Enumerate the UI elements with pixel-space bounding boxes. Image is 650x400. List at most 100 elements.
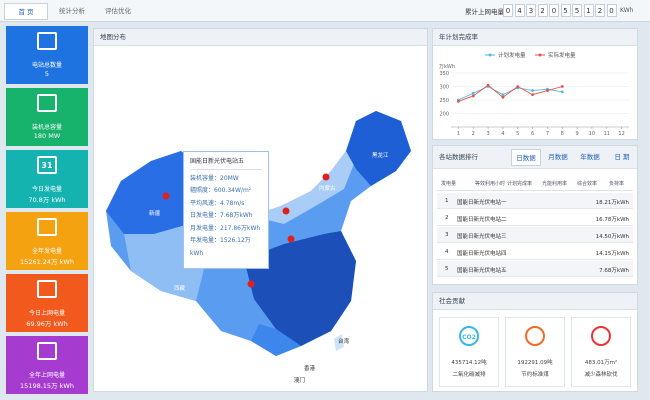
x-tick-label: 7 — [546, 131, 549, 137]
social-label: 二氧化碳减排 — [452, 372, 486, 378]
tile-icon — [37, 342, 57, 360]
tile-value: 15261.24万 kWh — [20, 258, 74, 266]
tooltip-row: 装机容量：20MW — [190, 174, 239, 182]
ranking-tab[interactable]: 年数据 — [580, 153, 600, 161]
tile-icon — [37, 32, 57, 50]
tooltip-row: 月发电量：217.86万kWh — [190, 224, 261, 232]
social-value: 192291.09吨 — [517, 360, 553, 366]
province-label: 内蒙古 — [319, 186, 336, 192]
station-value: 14.50万kWh — [595, 234, 629, 240]
x-tick-label: 12 — [618, 131, 624, 137]
ranking-tab[interactable]: 月数据 — [548, 153, 568, 161]
tooltip: 国能日新光伏电站五 装机容量：20MW 辐照度：600.34W/m² 平均风速：4.… — [183, 151, 269, 269]
tooltip-row: 日发电量：7.68万kWh — [190, 212, 253, 219]
legend-label: 计划发电量 — [498, 51, 526, 59]
x-tick-label: 8 — [561, 131, 564, 137]
ranking-panel: 各站数据排行 日数据 月数据 年数据日 期发电量 等效利用小时 计划完成率 光能利用率 综合… — [432, 145, 638, 285]
x-tick-label: 2 — [472, 131, 475, 137]
table-row — [437, 227, 633, 243]
station-value: 14.15万kWh — [595, 251, 629, 257]
x-tick-label: 10 — [589, 131, 595, 137]
legend-swatch — [488, 53, 492, 57]
data-point — [546, 89, 549, 92]
station-name: 国能日新光伏电站一 — [457, 200, 507, 206]
province-label: 西藏 — [174, 286, 186, 292]
chart-title: 年计划完成率 — [433, 29, 637, 46]
pin — [247, 280, 255, 288]
nav-tab[interactable]: 评估优化 — [105, 7, 131, 15]
counter-digit: 4 — [514, 4, 525, 17]
tile-value: 69.96万 kWh — [26, 320, 68, 328]
province-label: 台湾 — [338, 339, 350, 345]
counter-digit: 5 — [560, 4, 571, 17]
data-point — [501, 93, 505, 96]
counter-digit: 0 — [606, 4, 617, 17]
y-axis-label: 万kWh — [439, 64, 455, 70]
table-row — [437, 210, 633, 226]
nav-tab[interactable]: 首 页 — [4, 3, 48, 20]
social-panel: 社会贡献 CO2 435714.12吨 二氧化碳减排 192291.09吨 节约标准煤 4… — [432, 292, 638, 392]
tooltip-row: 平均风速：4.78m/s — [190, 199, 245, 207]
counter-digit: 1 — [583, 4, 594, 17]
counter-label: 累计上网电量 — [465, 8, 504, 16]
pins — [162, 173, 330, 288]
social-card: 192291.09吨 节约标准煤 — [505, 317, 565, 387]
tile-label: 电站总数量 — [31, 62, 62, 69]
nav-tab[interactable]: 统计分析 — [59, 7, 85, 15]
social-value: 483.01万m² — [584, 360, 618, 366]
tile-value: 5 — [44, 70, 50, 78]
data-point — [471, 91, 475, 95]
tile-value: 70.8万 kWh — [28, 196, 66, 204]
y-tick-label: 200 — [439, 112, 449, 118]
stat-tile: 电站总数量 5 — [6, 26, 88, 84]
data-point — [516, 85, 520, 88]
legend-swatch — [538, 53, 542, 57]
social-icon — [525, 326, 545, 346]
y-tick-label: 250 — [439, 98, 449, 104]
column-header: 等效利用小时 — [475, 181, 506, 187]
social-title: 社会贡献 — [433, 293, 637, 310]
stat-tile: 31 今日发电量 70.8万 kWh — [6, 150, 88, 208]
tile-label: 装机总容量 — [31, 124, 62, 131]
rank-number: 5 — [445, 266, 449, 272]
social-icon: CO2 — [459, 326, 479, 346]
line-panel: 年计划完成率 计划发电量 实际发电量 万kWh 200 250 300 350 1 2 3 4 5 6 7… — [432, 28, 638, 140]
series-line — [458, 85, 563, 101]
social-label: 节约标准煤 — [521, 372, 549, 378]
counter-digit: 0 — [503, 4, 513, 17]
rank-number: 3 — [445, 232, 449, 238]
x-tick-label: 1 — [457, 131, 460, 137]
x-tick-label: 11 — [604, 131, 610, 137]
station-name: 国能日新光伏电站五 — [457, 268, 507, 274]
data-point — [531, 89, 534, 92]
tile-icon — [37, 218, 57, 236]
region — [244, 231, 356, 346]
data-point — [501, 95, 505, 99]
ranking-tab[interactable]: 日 期 — [614, 153, 630, 161]
tile-label: 全年上网电量 — [28, 372, 65, 379]
tile-value: 15198.15万 kWh — [20, 382, 74, 390]
data-point — [471, 94, 475, 98]
column-header: 计划完成率 — [507, 181, 533, 187]
province-label: 新疆 — [149, 211, 161, 217]
y-tick-label: 350 — [439, 71, 449, 77]
y-tick-label: 300 — [439, 85, 449, 91]
data-point — [560, 85, 564, 88]
counter-digit: 2 — [537, 4, 548, 17]
tooltip-row: 年发电量：1526.12万kWh — [190, 237, 251, 257]
counter-digit: 0 — [549, 4, 559, 17]
column-header: 光能利用率 — [542, 181, 568, 187]
counter-digit: 5 — [572, 4, 582, 17]
header-rule — [437, 190, 633, 191]
ranking-tab[interactable]: 日数据 — [511, 149, 541, 166]
rank-number: 2 — [445, 215, 449, 221]
station-name: 国能日新光伏电站三 — [457, 234, 507, 240]
tile-label: 今日上网电量 — [28, 310, 65, 317]
x-tick-label: 4 — [501, 131, 504, 137]
tooltip-title: 国能日新光伏电站五 — [190, 156, 262, 170]
stat-tile: 今日上网电量 69.96万 kWh — [6, 274, 88, 332]
social-label: 减少森林砍伐 — [584, 372, 618, 378]
region — [346, 111, 411, 186]
